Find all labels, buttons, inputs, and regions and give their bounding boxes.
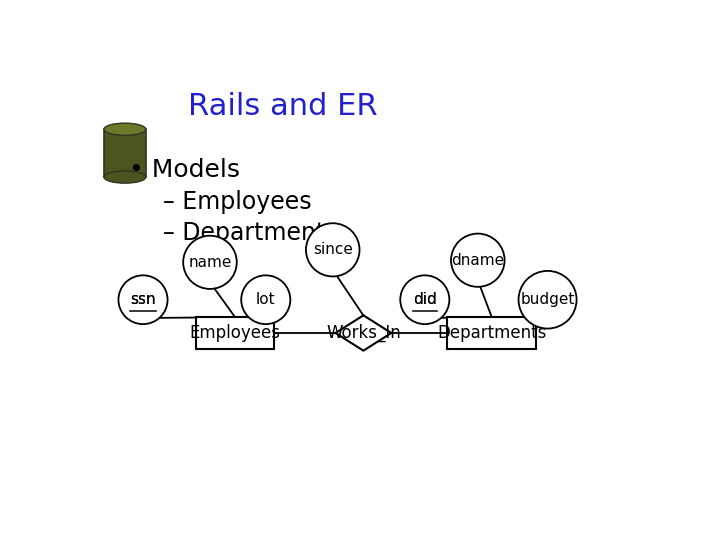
Text: Rails and ER: Rails and ER	[188, 92, 377, 121]
Polygon shape	[336, 315, 392, 350]
FancyBboxPatch shape	[104, 129, 145, 177]
Ellipse shape	[183, 235, 237, 289]
Text: did: did	[413, 292, 436, 307]
FancyBboxPatch shape	[196, 318, 274, 349]
Ellipse shape	[119, 275, 168, 324]
Text: Works_In: Works_In	[326, 324, 401, 342]
Text: did: did	[413, 292, 436, 307]
Ellipse shape	[104, 171, 145, 183]
Text: ssn: ssn	[130, 292, 156, 307]
Text: name: name	[189, 255, 232, 270]
Text: lot: lot	[256, 292, 276, 307]
Ellipse shape	[451, 234, 505, 287]
Text: ssn: ssn	[130, 292, 156, 307]
Ellipse shape	[518, 271, 577, 328]
Ellipse shape	[241, 275, 290, 324]
Ellipse shape	[104, 123, 145, 136]
Text: – Departments: – Departments	[163, 221, 337, 245]
Text: dname: dname	[451, 253, 505, 268]
Text: • Models: • Models	[129, 158, 240, 183]
Text: Employees: Employees	[189, 324, 281, 342]
FancyBboxPatch shape	[447, 318, 536, 349]
Text: budget: budget	[521, 292, 575, 307]
Ellipse shape	[306, 223, 359, 276]
Text: since: since	[312, 242, 353, 258]
Ellipse shape	[400, 275, 449, 324]
Text: Departments: Departments	[437, 324, 546, 342]
Text: – Employees: – Employees	[163, 190, 311, 213]
